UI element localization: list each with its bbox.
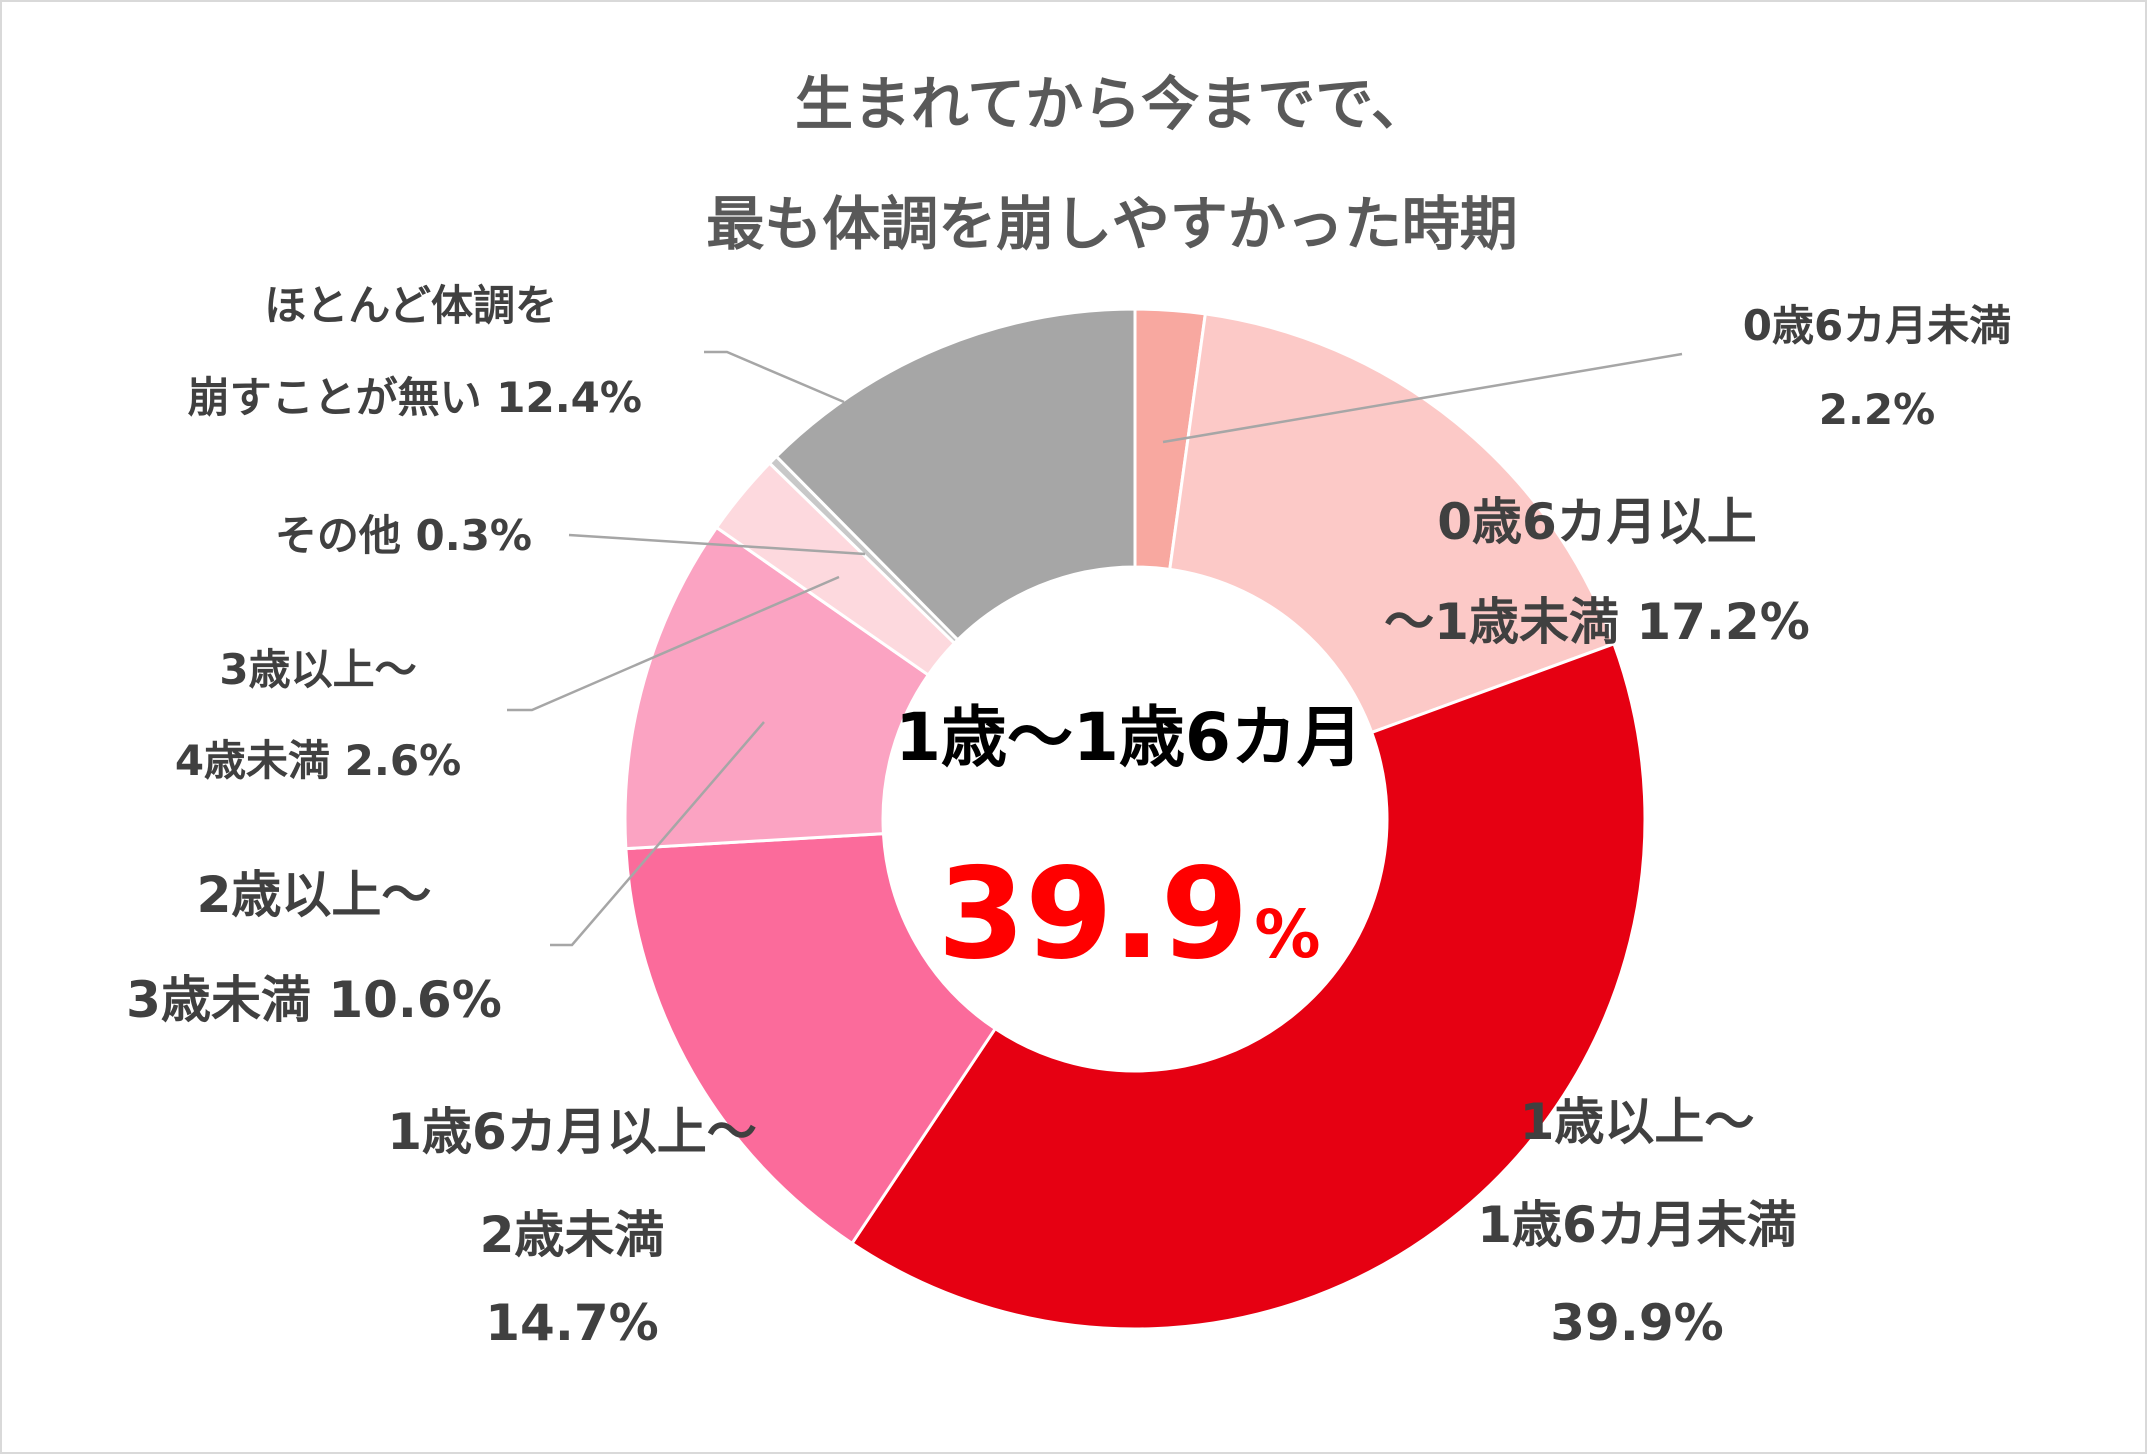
slice-label-s5-line-2: 3歳未満 10.6%	[126, 971, 502, 1029]
slice-s4	[624, 832, 998, 1246]
slice-label-s3-line-1: 1歳以上～	[1520, 1093, 1755, 1151]
slice-group	[623, 307, 1647, 1331]
slice-label-group: 0歳6カ月未満 2.2% 0歳6カ月以上 ～1歳未満 17.2% 1歳以上～ 1歳6カ月未…	[126, 281, 2011, 1352]
slice-label-s3-line-2: 1歳6カ月未満	[1477, 1196, 1797, 1254]
slice-label-s1-line-1: 0歳6カ月未満	[1743, 301, 2011, 350]
slice-s3	[849, 641, 1647, 1331]
leader-line-s5	[550, 721, 765, 947]
slice-s5	[623, 525, 931, 851]
slice-label-s1-line-2: 2.2%	[1819, 385, 1935, 434]
slice-label-s2-line-1: 0歳6カ月以上	[1437, 493, 1757, 551]
slice-label-s6-line-2: 4歳未満 2.6%	[175, 736, 461, 785]
slice-label-s4-line-3: 14.7%	[485, 1294, 658, 1352]
slice-label-s7-line-1: その他 0.3%	[275, 511, 532, 560]
center-value-unit: %	[1254, 896, 1320, 973]
center-heading: 1歳～1歳6カ月	[895, 699, 1363, 776]
leader-line-s8	[704, 350, 845, 404]
slice-s2	[1168, 312, 1616, 735]
leader-line-s1	[1162, 352, 1683, 444]
slice-label-s3-line-3: 39.9%	[1550, 1294, 1723, 1352]
leader-line-group	[507, 350, 1683, 947]
slice-label-s4-line-2: 2歳未満	[480, 1206, 665, 1264]
center-value: 39.9%	[937, 840, 1320, 987]
slice-label-s5-line-1: 2歳以上～	[197, 866, 432, 924]
leader-line-s6	[507, 575, 840, 712]
slice-label-s6-line-1: 3歳以上～	[219, 645, 416, 694]
slice-label-s4-line-1: 1歳6カ月以上～	[387, 1103, 757, 1161]
slice-label-s2-line-2: ～1歳未満 17.2%	[1384, 593, 1810, 651]
slice-s8	[774, 307, 1137, 642]
slice-label-s8-line-2: 崩すことが無い 12.4%	[188, 373, 642, 422]
chart-title-line-1: 生まれてから今までで、	[795, 70, 1429, 138]
slice-label-s8-line-1: ほとんど体調を	[264, 281, 557, 330]
chart-title-line-2: 最も体調を崩しやすかった時期	[706, 190, 1517, 258]
leader-line-s7	[568, 533, 866, 556]
center-value-number: 39.9	[937, 840, 1248, 987]
